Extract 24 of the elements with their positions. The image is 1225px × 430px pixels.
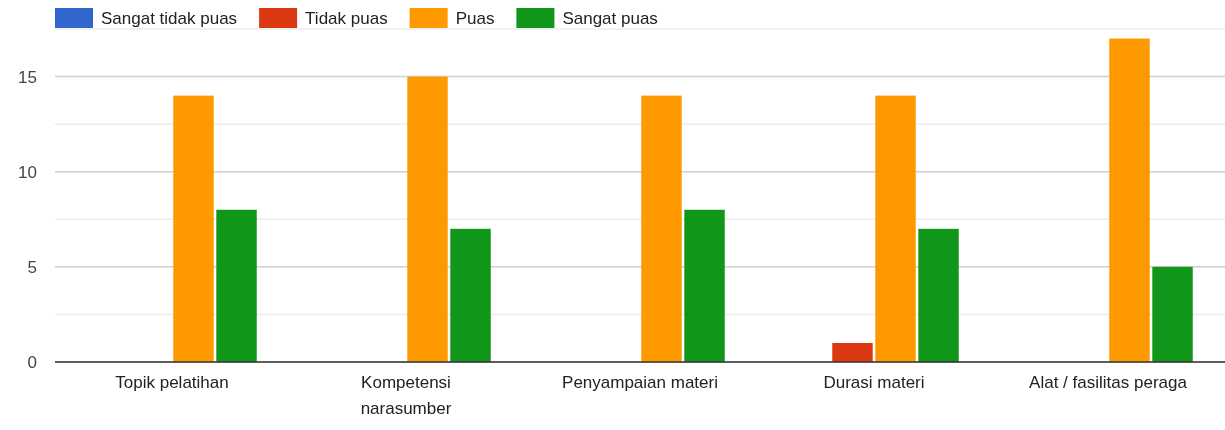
bar <box>832 342 873 362</box>
bar <box>918 228 959 362</box>
x-tick-label: Topik pelatihan <box>115 373 229 393</box>
x-tick-label: Alat / fasilitas peraga <box>1029 373 1188 393</box>
bar <box>1109 38 1150 362</box>
legend-label: Sangat tidak puas <box>101 9 238 28</box>
bar <box>1152 266 1193 362</box>
x-tick-label: Penyampaian materi <box>562 373 718 393</box>
bar <box>875 95 916 362</box>
bar <box>216 209 257 362</box>
legend-label: Sangat puas <box>562 9 658 28</box>
bar <box>641 95 682 362</box>
legend-label: Tidak puas <box>305 9 388 28</box>
x-tick-label: Durasi materi <box>823 373 925 393</box>
bar <box>173 95 214 362</box>
bar <box>684 209 725 362</box>
x-tick-label: Kompetensi narasumber <box>360 373 452 418</box>
y-tick-label: 15 <box>18 67 37 87</box>
bar <box>407 76 448 362</box>
legend-label: Puas <box>455 9 495 28</box>
y-tick-label: 10 <box>18 162 37 182</box>
y-tick-label: 5 <box>27 257 37 277</box>
bar <box>450 228 491 362</box>
y-tick-label: 0 <box>27 352 37 372</box>
